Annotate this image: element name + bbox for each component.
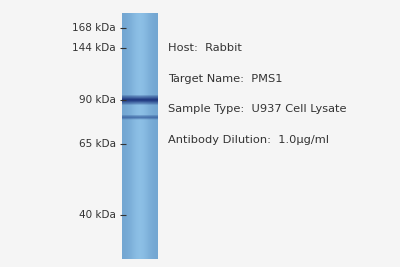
Bar <box>122 118 158 119</box>
Bar <box>122 96 158 97</box>
Bar <box>122 102 158 103</box>
Bar <box>122 115 158 116</box>
Bar <box>122 101 158 102</box>
Text: 144 kDa: 144 kDa <box>72 43 116 53</box>
Bar <box>122 94 158 95</box>
Bar <box>122 97 158 98</box>
Bar <box>122 95 158 96</box>
Bar <box>122 116 158 117</box>
Bar <box>122 96 158 97</box>
Bar <box>122 103 158 104</box>
Bar <box>122 95 158 96</box>
Bar <box>122 119 158 120</box>
Bar <box>122 118 158 119</box>
Bar <box>122 97 158 98</box>
Text: Target Name:  PMS1: Target Name: PMS1 <box>168 74 282 84</box>
Bar <box>122 98 158 99</box>
Bar <box>122 100 158 101</box>
Text: 65 kDa: 65 kDa <box>79 139 116 149</box>
Bar <box>122 119 158 120</box>
Bar <box>122 104 158 105</box>
Bar <box>122 117 158 118</box>
Bar <box>122 99 158 100</box>
Bar <box>122 114 158 115</box>
Bar <box>122 115 158 116</box>
Bar <box>122 98 158 99</box>
Bar <box>122 100 158 101</box>
Bar <box>122 104 158 105</box>
Bar <box>122 117 158 118</box>
Bar <box>122 116 158 117</box>
Bar <box>122 99 158 100</box>
Text: Sample Type:  U937 Cell Lysate: Sample Type: U937 Cell Lysate <box>168 104 346 115</box>
Bar <box>122 101 158 102</box>
Bar <box>122 103 158 104</box>
Bar <box>122 119 158 120</box>
Text: 90 kDa: 90 kDa <box>79 95 116 105</box>
Text: Host:  Rabbit: Host: Rabbit <box>168 43 242 53</box>
Text: Antibody Dilution:  1.0μg/ml: Antibody Dilution: 1.0μg/ml <box>168 135 329 145</box>
Text: 168 kDa: 168 kDa <box>72 23 116 33</box>
Bar <box>122 102 158 103</box>
Text: 40 kDa: 40 kDa <box>79 210 116 220</box>
